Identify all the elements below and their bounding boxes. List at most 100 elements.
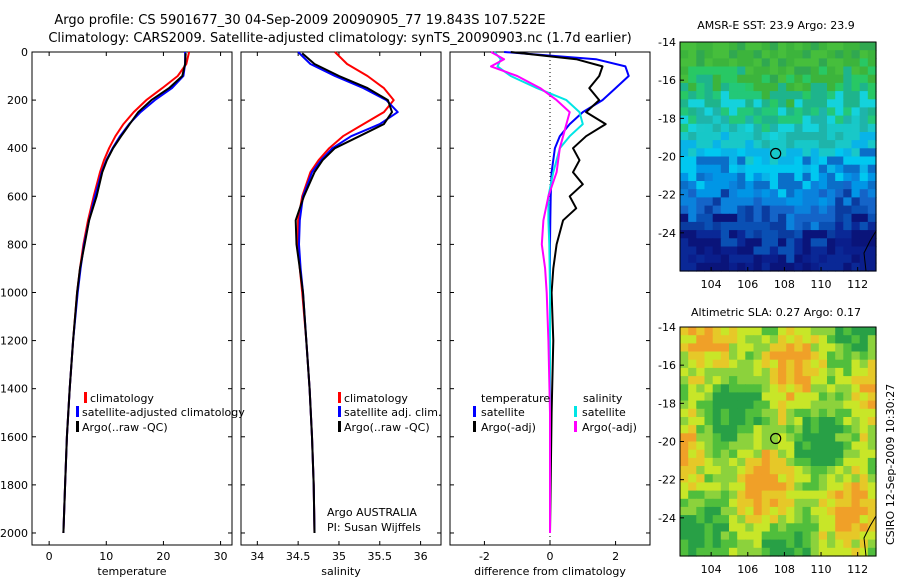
map-cell: [843, 425, 853, 434]
map-cell: [729, 156, 738, 166]
map-cell: [720, 156, 730, 166]
map-cell: [729, 132, 738, 141]
map-cell: [859, 123, 869, 133]
map-cell: [769, 262, 779, 272]
map-cell: [810, 335, 820, 344]
map-cell: [794, 230, 804, 239]
map-cell: [680, 230, 689, 239]
map-cell: [810, 213, 820, 223]
map-cell: [827, 66, 836, 76]
map-cell: [786, 213, 795, 223]
map-cell: [810, 140, 820, 149]
map-cell: [818, 327, 828, 336]
map-cell: [720, 351, 730, 361]
map-cell: [712, 50, 722, 59]
map-cell: [761, 441, 771, 451]
map-cell: [688, 482, 697, 492]
map-cell: [704, 327, 714, 336]
map-cell: [778, 433, 787, 443]
map-cell: [737, 547, 746, 557]
map-cell: [712, 148, 722, 158]
map-cell: [843, 66, 853, 76]
map-cell: [737, 539, 746, 549]
map-cell: [843, 531, 853, 541]
map-cell: [680, 474, 689, 483]
map-cell: [810, 515, 820, 524]
map-cell: [810, 441, 820, 451]
map-cell: [810, 164, 820, 174]
map-cell: [827, 238, 836, 248]
map-cell: [712, 457, 722, 467]
map-cell: [810, 107, 820, 117]
map-cell: [696, 262, 706, 272]
map-cell: [729, 254, 738, 264]
map-cell: [712, 262, 722, 272]
map-cell: [696, 531, 706, 541]
map-cell: [827, 205, 836, 215]
map-x-tick-label: 106: [737, 278, 758, 291]
map-cell: [794, 132, 804, 141]
map-cell: [712, 123, 722, 133]
map-cell: [851, 230, 861, 239]
map-cell: [688, 205, 697, 215]
map-cell: [761, 197, 771, 207]
y-tick-label: 1200: [0, 335, 28, 348]
map-cell: [753, 50, 763, 59]
map-cell: [851, 172, 861, 182]
map-cell: [859, 262, 869, 272]
map-cell: [835, 523, 844, 533]
map-cell: [769, 441, 779, 451]
map-cell: [680, 531, 689, 541]
map-cell: [859, 181, 869, 190]
map-cell: [737, 42, 746, 51]
map-cell: [769, 123, 779, 133]
map-cell: [680, 523, 689, 533]
map-cell: [835, 335, 844, 344]
x-tick-label: 34: [250, 550, 264, 563]
map-cell: [835, 367, 844, 377]
map-cell: [753, 181, 763, 190]
map-cell: [835, 58, 844, 68]
map-cell: [843, 367, 853, 377]
map-cell: [745, 238, 755, 248]
map-cell: [786, 246, 795, 256]
map-cell: [729, 74, 738, 84]
map-cell: [680, 181, 689, 190]
map-cell: [729, 115, 738, 125]
map-cell: [851, 449, 861, 459]
map-cell: [720, 547, 730, 557]
map-cell: [778, 343, 787, 353]
map-cell: [704, 172, 714, 182]
map-cell: [786, 181, 795, 190]
map-cell: [859, 148, 869, 158]
map-cell: [761, 425, 771, 434]
map-cell: [827, 82, 836, 92]
map-cell: [827, 523, 836, 533]
map-cell: [745, 408, 755, 418]
map-cell: [712, 449, 722, 459]
map-cell: [704, 42, 714, 51]
map-cell: [851, 262, 861, 272]
map-cell: [867, 230, 877, 239]
map-cell: [696, 515, 706, 524]
map-cell: [712, 156, 722, 166]
map-cell: [680, 156, 689, 166]
map-cell: [745, 441, 755, 451]
map-cell: [810, 58, 820, 68]
map-cell: [843, 490, 853, 500]
map-cell: [818, 523, 828, 533]
x-tick-label: 0: [46, 550, 53, 563]
map-cell: [859, 441, 869, 451]
map-cell: [761, 238, 771, 248]
map-cell: [835, 140, 844, 149]
map-cell: [753, 408, 763, 418]
map-cell: [835, 351, 844, 361]
map-cell: [680, 367, 689, 377]
map-cell: [859, 140, 869, 149]
map-cell: [802, 376, 812, 385]
map-cell: [818, 123, 828, 133]
map-cell: [859, 115, 869, 125]
map-cell: [729, 466, 738, 475]
map-cell: [778, 238, 787, 248]
map-cell: [729, 238, 738, 248]
